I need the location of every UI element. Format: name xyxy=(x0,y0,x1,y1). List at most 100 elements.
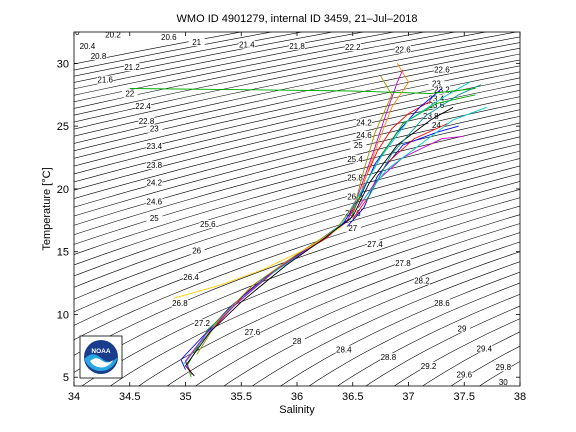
density-contour-label: 22 xyxy=(125,90,134,99)
density-contour-line xyxy=(280,271,520,386)
density-contour-label: 29 xyxy=(458,324,467,333)
density-contour-label-bg xyxy=(428,94,445,103)
density-contour-line xyxy=(81,205,520,386)
density-contour-label-bg xyxy=(344,223,361,232)
density-contour-label: 22.6 xyxy=(434,66,450,75)
density-contours xyxy=(74,32,520,386)
density-contour-label-bg xyxy=(124,63,140,72)
density-contour-label: 20.4 xyxy=(80,42,96,51)
density-contour-line xyxy=(74,53,520,152)
profile-line xyxy=(365,84,482,202)
density-contour-label-bg xyxy=(146,197,163,206)
density-contour-label: 23.8 xyxy=(423,112,439,121)
density-contour-line xyxy=(74,158,520,300)
density-contour-label: 27.6 xyxy=(245,328,261,337)
density-contour-label: 20.2 xyxy=(105,31,121,40)
density-contour-label: 25.6 xyxy=(200,220,216,229)
profile-line xyxy=(363,106,487,200)
x-tick-label: 35.5 xyxy=(231,391,252,403)
density-contour-label: 23.4 xyxy=(429,95,445,104)
profile-line xyxy=(129,88,476,94)
density-contour-label-bg xyxy=(188,246,205,255)
density-contour-label: 27.8 xyxy=(395,259,411,268)
density-contour-label: 24.2 xyxy=(356,118,372,127)
density-contour-line xyxy=(74,109,520,226)
density-contour-line xyxy=(74,42,520,137)
x-tick-label: 34 xyxy=(68,391,80,403)
density-contour-line xyxy=(74,122,520,245)
density-contour-label: 30 xyxy=(499,378,508,387)
density-contour-line xyxy=(74,59,520,159)
density-contour-line xyxy=(450,345,520,386)
chart-title: WMO ID 4901279, internal ID 3459, 21–Jul… xyxy=(177,13,418,25)
density-contour-label-bg xyxy=(433,65,450,74)
profile-line xyxy=(180,88,443,370)
density-contour-label-bg xyxy=(105,32,121,39)
x-axis: 34 34.5 35 35.5 36 36.5 37 37.5 38 xyxy=(68,32,526,403)
density-contour-line xyxy=(74,32,335,83)
density-contour-label-bg xyxy=(347,192,363,201)
density-contour-label-bg xyxy=(433,299,450,308)
density-contour-label: 28.4 xyxy=(336,346,352,355)
density-contour-line xyxy=(308,282,520,386)
density-contour-label: 0 xyxy=(75,28,80,37)
y-tick-label: 15 xyxy=(57,247,69,259)
density-contour-label: 27 xyxy=(348,224,357,233)
density-contour-line xyxy=(74,32,365,90)
density-contour-label-bg xyxy=(199,220,216,229)
density-contour-line xyxy=(74,71,520,175)
density-contour-label: 29.6 xyxy=(457,371,473,380)
density-contour-line xyxy=(74,150,520,288)
density-contour-label: 23 xyxy=(150,125,159,134)
density-contour-label-bg xyxy=(367,240,384,249)
density-contour-line xyxy=(74,77,520,183)
density-contour-label: 20.8 xyxy=(91,52,107,61)
plot-frame xyxy=(73,31,521,387)
profile-line xyxy=(361,63,410,190)
density-contour-label: 25 xyxy=(150,214,159,223)
density-contour-label: 25.4 xyxy=(347,155,363,164)
density-contour-line xyxy=(109,214,520,386)
density-contour-line xyxy=(251,261,520,386)
x-tick-label: 36 xyxy=(291,391,303,403)
density-contour-label-bg xyxy=(347,173,363,182)
density-contour-line xyxy=(74,32,457,109)
density-contour-line xyxy=(422,331,520,386)
density-contour-line xyxy=(74,129,520,255)
y-tick-label: 25 xyxy=(57,121,69,133)
density-contour-label-bg xyxy=(495,378,512,386)
density-contour-label-bg xyxy=(171,299,188,308)
density-contour-label: 29.4 xyxy=(477,344,493,353)
density-contour-label-bg xyxy=(355,130,372,139)
density-contour-label-bg xyxy=(121,89,138,98)
density-contour-label: 20.6 xyxy=(161,33,177,42)
x-tick-label: 37.5 xyxy=(454,391,475,403)
density-contour-line xyxy=(74,115,520,236)
density-contour-label: 28.6 xyxy=(434,299,450,308)
density-contour-line xyxy=(74,32,426,103)
density-contour-label-bg xyxy=(289,336,305,345)
density-contour-label: 27.2 xyxy=(194,319,210,328)
density-contour-label: 26.4 xyxy=(183,273,199,282)
density-contour-label: 22.2 xyxy=(345,43,361,52)
density-contour-label-bg xyxy=(183,272,200,281)
density-contour-label: 23.2 xyxy=(434,86,450,95)
density-contour-label: 21 xyxy=(192,38,201,47)
density-contour-label: 23.4 xyxy=(147,142,163,151)
density-contour-label-bg xyxy=(97,75,114,84)
x-axis-label: Salinity xyxy=(279,404,315,416)
density-contour-label-bg xyxy=(394,259,411,267)
profile-series xyxy=(129,63,487,378)
density-contour-label-bg xyxy=(476,344,493,353)
density-contour-line xyxy=(74,65,520,167)
y-axis: 5 10 15 20 25 30 xyxy=(57,58,520,384)
density-contour-label-bg xyxy=(138,117,155,126)
density-contour-label-bg xyxy=(420,361,437,370)
density-contour-label: 25.8 xyxy=(347,174,363,183)
density-contour-line xyxy=(74,47,520,144)
density-contour-label: 26.2 xyxy=(347,192,363,201)
density-contour-label-bg xyxy=(335,345,352,354)
density-contour-line xyxy=(74,102,520,217)
density-contour-line xyxy=(74,36,520,130)
